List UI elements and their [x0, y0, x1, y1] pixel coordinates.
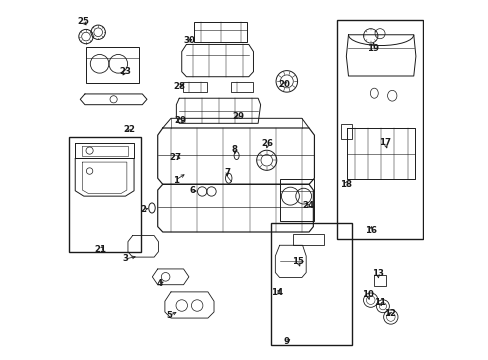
Text: 27: 27 [169, 153, 182, 162]
Text: 11: 11 [373, 298, 385, 307]
Bar [271, 223, 351, 345]
Text: 10: 10 [362, 290, 373, 299]
Text: 30: 30 [183, 36, 194, 45]
Bar [336, 21, 422, 239]
Bar [341, 125, 351, 139]
Text: 19: 19 [366, 44, 378, 53]
Bar [194, 22, 247, 42]
Text: 13: 13 [371, 269, 383, 278]
Bar [69, 137, 140, 252]
Text: 8: 8 [231, 145, 237, 154]
Text: 28: 28 [173, 82, 185, 91]
Text: 16: 16 [364, 226, 376, 235]
Text: 26: 26 [261, 139, 273, 148]
Text: 12: 12 [383, 309, 395, 318]
Text: 29: 29 [174, 116, 186, 125]
Bar [86, 47, 139, 83]
Text: 7: 7 [224, 168, 230, 177]
Bar [279, 179, 314, 221]
Bar [373, 275, 385, 286]
Bar [230, 82, 253, 92]
Text: 5: 5 [166, 311, 172, 320]
Text: 18: 18 [339, 180, 351, 189]
Text: 20: 20 [278, 81, 289, 90]
Text: 22: 22 [123, 125, 135, 134]
Bar [183, 82, 207, 92]
Text: 23: 23 [119, 67, 131, 76]
Text: 3: 3 [122, 255, 128, 264]
Text: 24: 24 [302, 201, 314, 210]
Text: 4: 4 [156, 279, 162, 288]
Text: 1: 1 [172, 176, 178, 185]
Bar [293, 234, 323, 245]
Text: 2: 2 [140, 205, 146, 214]
Text: 14: 14 [271, 288, 283, 297]
Text: 29: 29 [232, 112, 244, 121]
Text: 6: 6 [189, 186, 195, 195]
Text: 25: 25 [77, 17, 89, 26]
Text: 17: 17 [378, 138, 390, 147]
Text: 21: 21 [94, 246, 106, 255]
Text: 15: 15 [292, 257, 304, 266]
Text: 9: 9 [283, 337, 289, 346]
